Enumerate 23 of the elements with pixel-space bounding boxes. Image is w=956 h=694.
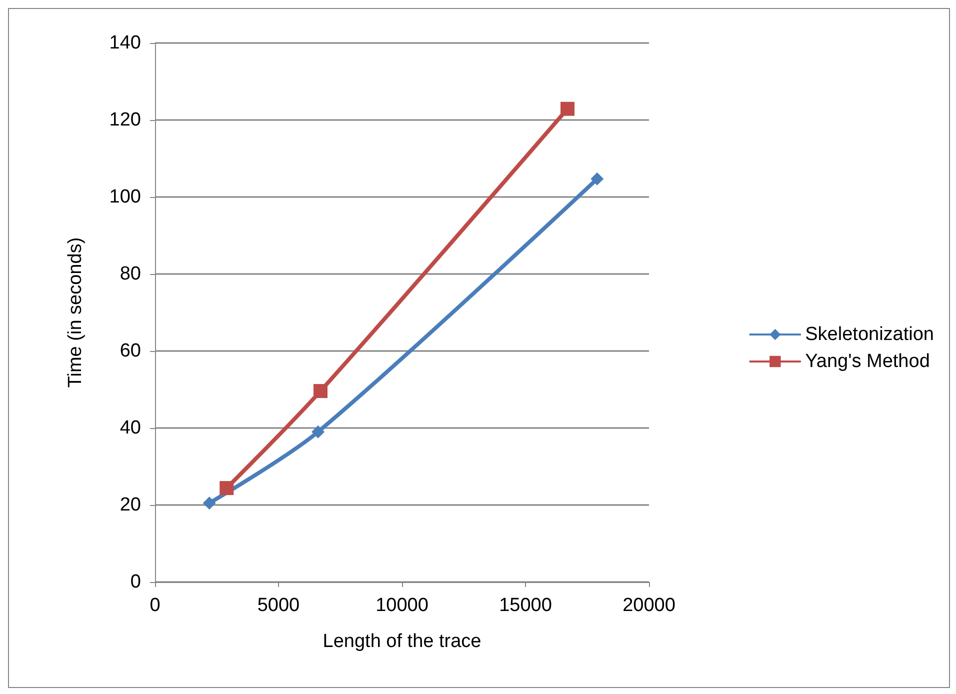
point — [202, 496, 216, 510]
y-tick-label: 20 — [120, 494, 141, 516]
y-tick-label: 0 — [130, 572, 141, 592]
point — [590, 172, 604, 186]
y-tick-label: 60 — [120, 340, 141, 362]
point — [560, 102, 574, 116]
point — [220, 481, 234, 496]
legend-label: Skeletonization — [805, 324, 934, 345]
point — [312, 425, 325, 438]
x-tick-label: 20000 — [622, 595, 676, 616]
y-axis-title: Time (in seconds) — [65, 237, 86, 388]
point — [313, 384, 328, 398]
legend-label: Yang's Method — [805, 351, 930, 372]
x-axis-title: Length of the trace — [322, 631, 482, 652]
x-tick-label: 10000 — [376, 595, 428, 616]
x-tick-label: 15000 — [499, 595, 552, 616]
y-tick-label: 100 — [109, 186, 141, 208]
x-tick-label: 0 — [150, 595, 160, 616]
y-tick-label: 80 — [120, 264, 141, 284]
y-tick-label: 140 — [109, 32, 141, 54]
x-tick-label: 5000 — [257, 595, 300, 616]
y-tick-label: 120 — [109, 110, 141, 130]
y-tick-label: 40 — [120, 418, 141, 438]
